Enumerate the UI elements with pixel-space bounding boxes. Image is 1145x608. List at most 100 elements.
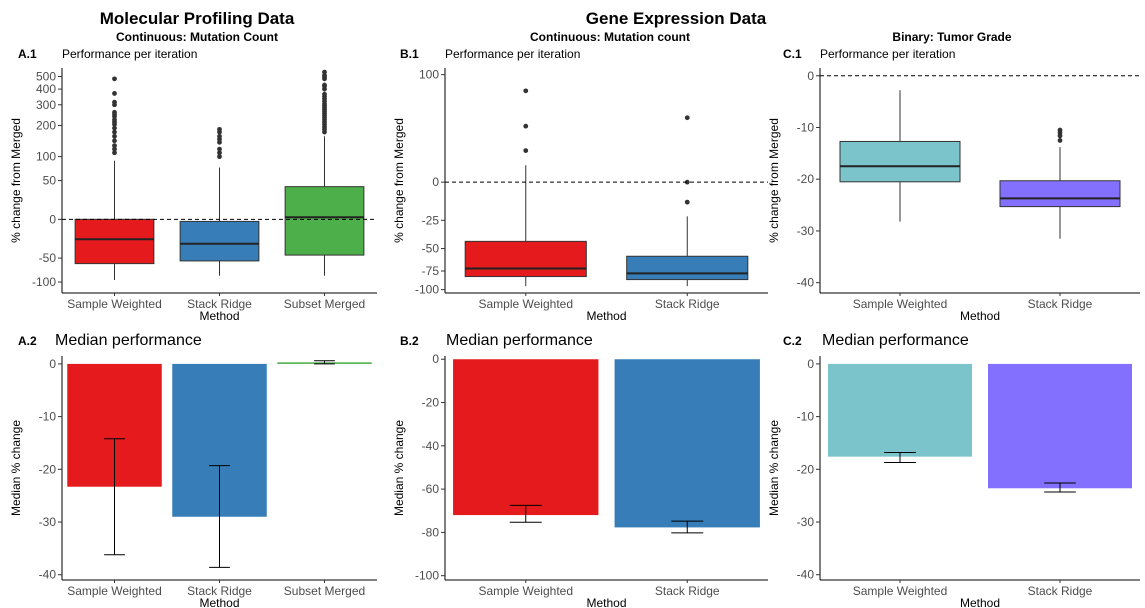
a1-outlier-0-6 [112,125,117,131]
a1-outlier-0-14 [112,99,117,105]
a2-panel-label: A.2 [18,334,37,348]
a1-outlier-0-1 [112,146,117,152]
b1-box-1 [626,255,749,281]
a1-outlier-1-7 [217,126,222,132]
c2-y-tick-label-1: -30 [797,515,815,529]
c1-group-title: Binary: Tumor Grade [892,30,1011,44]
b2-subtitle: Median performance [446,332,593,349]
b2-bar-0 [453,359,599,516]
a1-x-axis-title: Method [199,309,239,323]
a1-y-tick-label-6: 300 [36,98,56,112]
c2-bar-0 [828,363,972,457]
a1-outlier-1-5 [217,133,222,139]
c2-y-tick-label-2: -20 [797,462,815,476]
a1-x-tick-label-0: Sample Weighted [67,297,162,311]
b1-x-tick-label-1: Stack Ridge [655,297,720,311]
c1-y-tick-label-4: 0 [807,69,814,83]
b1-y-tick-label-4: 0 [432,175,439,189]
b1-y-tick-label-5: 100 [419,68,439,82]
c1-outlier-1-3 [1057,138,1063,143]
c1-x-tick-label-1: Stack Ridge [1028,297,1093,311]
b2-y-tick-label-4: -20 [422,396,440,410]
b1-group-title: Continuous: Mutation count [530,30,690,44]
b1-x-tick-label-0: Sample Weighted [479,297,574,311]
b1-outlier-1-0 [684,199,690,205]
a1-outlier-0-2 [112,143,117,149]
c2-y-tick-label-3: -10 [797,410,815,424]
a1-subtitle: Performance per iteration [62,47,197,61]
right-figure-title: Gene Expression Data [585,9,767,28]
c2-bar-1 [988,363,1132,489]
b1-y-tick-label-3: -25 [422,213,440,227]
c1-x-tick-label-0: Sample Weighted [853,297,948,311]
a1-y-tick-label-7: 400 [36,82,56,96]
c2-panel-label: C.2 [783,334,802,348]
c2-x-tick-label-0: Sample Weighted [853,584,948,598]
left-figure-title: Molecular Profiling Data [99,9,295,28]
b2-x-axis-title: Method [586,596,626,608]
a2-x-axis-title: Method [199,596,239,608]
a1-y-tick-label-1: -50 [39,251,57,265]
b2-bar-1 [614,359,760,528]
c1-box-1 [999,180,1121,208]
b2-x-tick-label-0: Sample Weighted [479,584,574,598]
b2-y-tick-label-5: 0 [432,352,439,366]
a1-x-tick-label-2: Subset Merged [284,297,365,311]
a1-outlier-2-23 [322,73,327,78]
b2-y-tick-label-3: -40 [422,439,440,453]
c1-x-axis-title: Method [960,309,1000,323]
b1-outlier-1-2 [684,115,690,121]
c1-y-tick-label-2: -20 [797,172,815,186]
a1-outlier-2-24 [322,69,327,75]
b2-y-tick-label-1: -80 [422,525,440,539]
a1-outlier-1-2 [217,146,222,152]
a1-y-tick-label-8: 500 [36,70,56,84]
a2-x-tick-label-0: Sample Weighted [67,584,162,598]
b1-subtitle: Performance per iteration [445,47,580,61]
c2-x-axis-title: Method [960,596,1000,608]
b2-y-tick-label-0: -100 [415,569,439,583]
c1-y-tick-label-3: -10 [797,120,815,134]
a1-outlier-0-3 [112,138,117,144]
c1-outlier-1-2 [1057,133,1063,139]
b1-y-axis-title: % change from Merged [392,118,406,243]
a1-outlier-0-0 [112,150,117,156]
a1-x-tick-label-1: Stack Ridge [187,297,252,311]
a1-panel-label: A.1 [18,47,37,61]
a1-outlier-0-16 [112,76,117,82]
a2-y-axis-title: Median % change [9,420,23,516]
c2-y-tick-label-0: -40 [797,568,815,582]
a1-group-title: Continuous: Mutation Count [116,30,278,44]
a2-y-tick-label-4: 0 [49,357,56,371]
b1-box-0 [464,240,587,278]
c2-subtitle: Median performance [822,332,969,349]
c2-y-tick-label-4: 0 [807,357,814,371]
c1-subtitle: Performance per iteration [820,47,955,61]
a2-y-tick-label-2: -20 [39,462,57,476]
a1-y-axis-title: % change from Merged [9,118,23,243]
c1-y-axis-title: % change from Merged [767,118,781,243]
c1-y-tick-label-1: -30 [797,224,815,238]
a1-outlier-2-17 [322,91,327,97]
a1-outlier-0-12 [112,109,117,115]
a1-box-0 [74,218,155,265]
b1-y-tick-label-2: -50 [422,242,440,256]
c1-y-tick-label-0: -40 [797,276,815,290]
b1-x-axis-title: Method [586,309,626,323]
b2-x-tick-label-1: Stack Ridge [655,584,720,598]
c2-x-tick-label-1: Stack Ridge [1028,584,1093,598]
a1-y-tick-label-4: 100 [36,150,56,164]
a1-outlier-1-0 [217,154,222,160]
b2-y-axis-title: Median % change [392,420,406,516]
a1-outlier-0-4 [112,133,117,139]
b1-y-tick-label-1: -75 [422,264,440,278]
b1-panel-label: B.1 [400,47,419,61]
b1-y-tick-label-0: -100 [415,283,439,297]
b2-panel-label: B.2 [400,334,419,348]
a1-outlier-0-5 [112,129,117,135]
a2-x-tick-label-2: Subset Merged [284,584,365,598]
c1-box-0 [839,140,961,183]
b1-outlier-0-0 [523,148,529,154]
b2-y-tick-label-2: -60 [422,482,440,496]
